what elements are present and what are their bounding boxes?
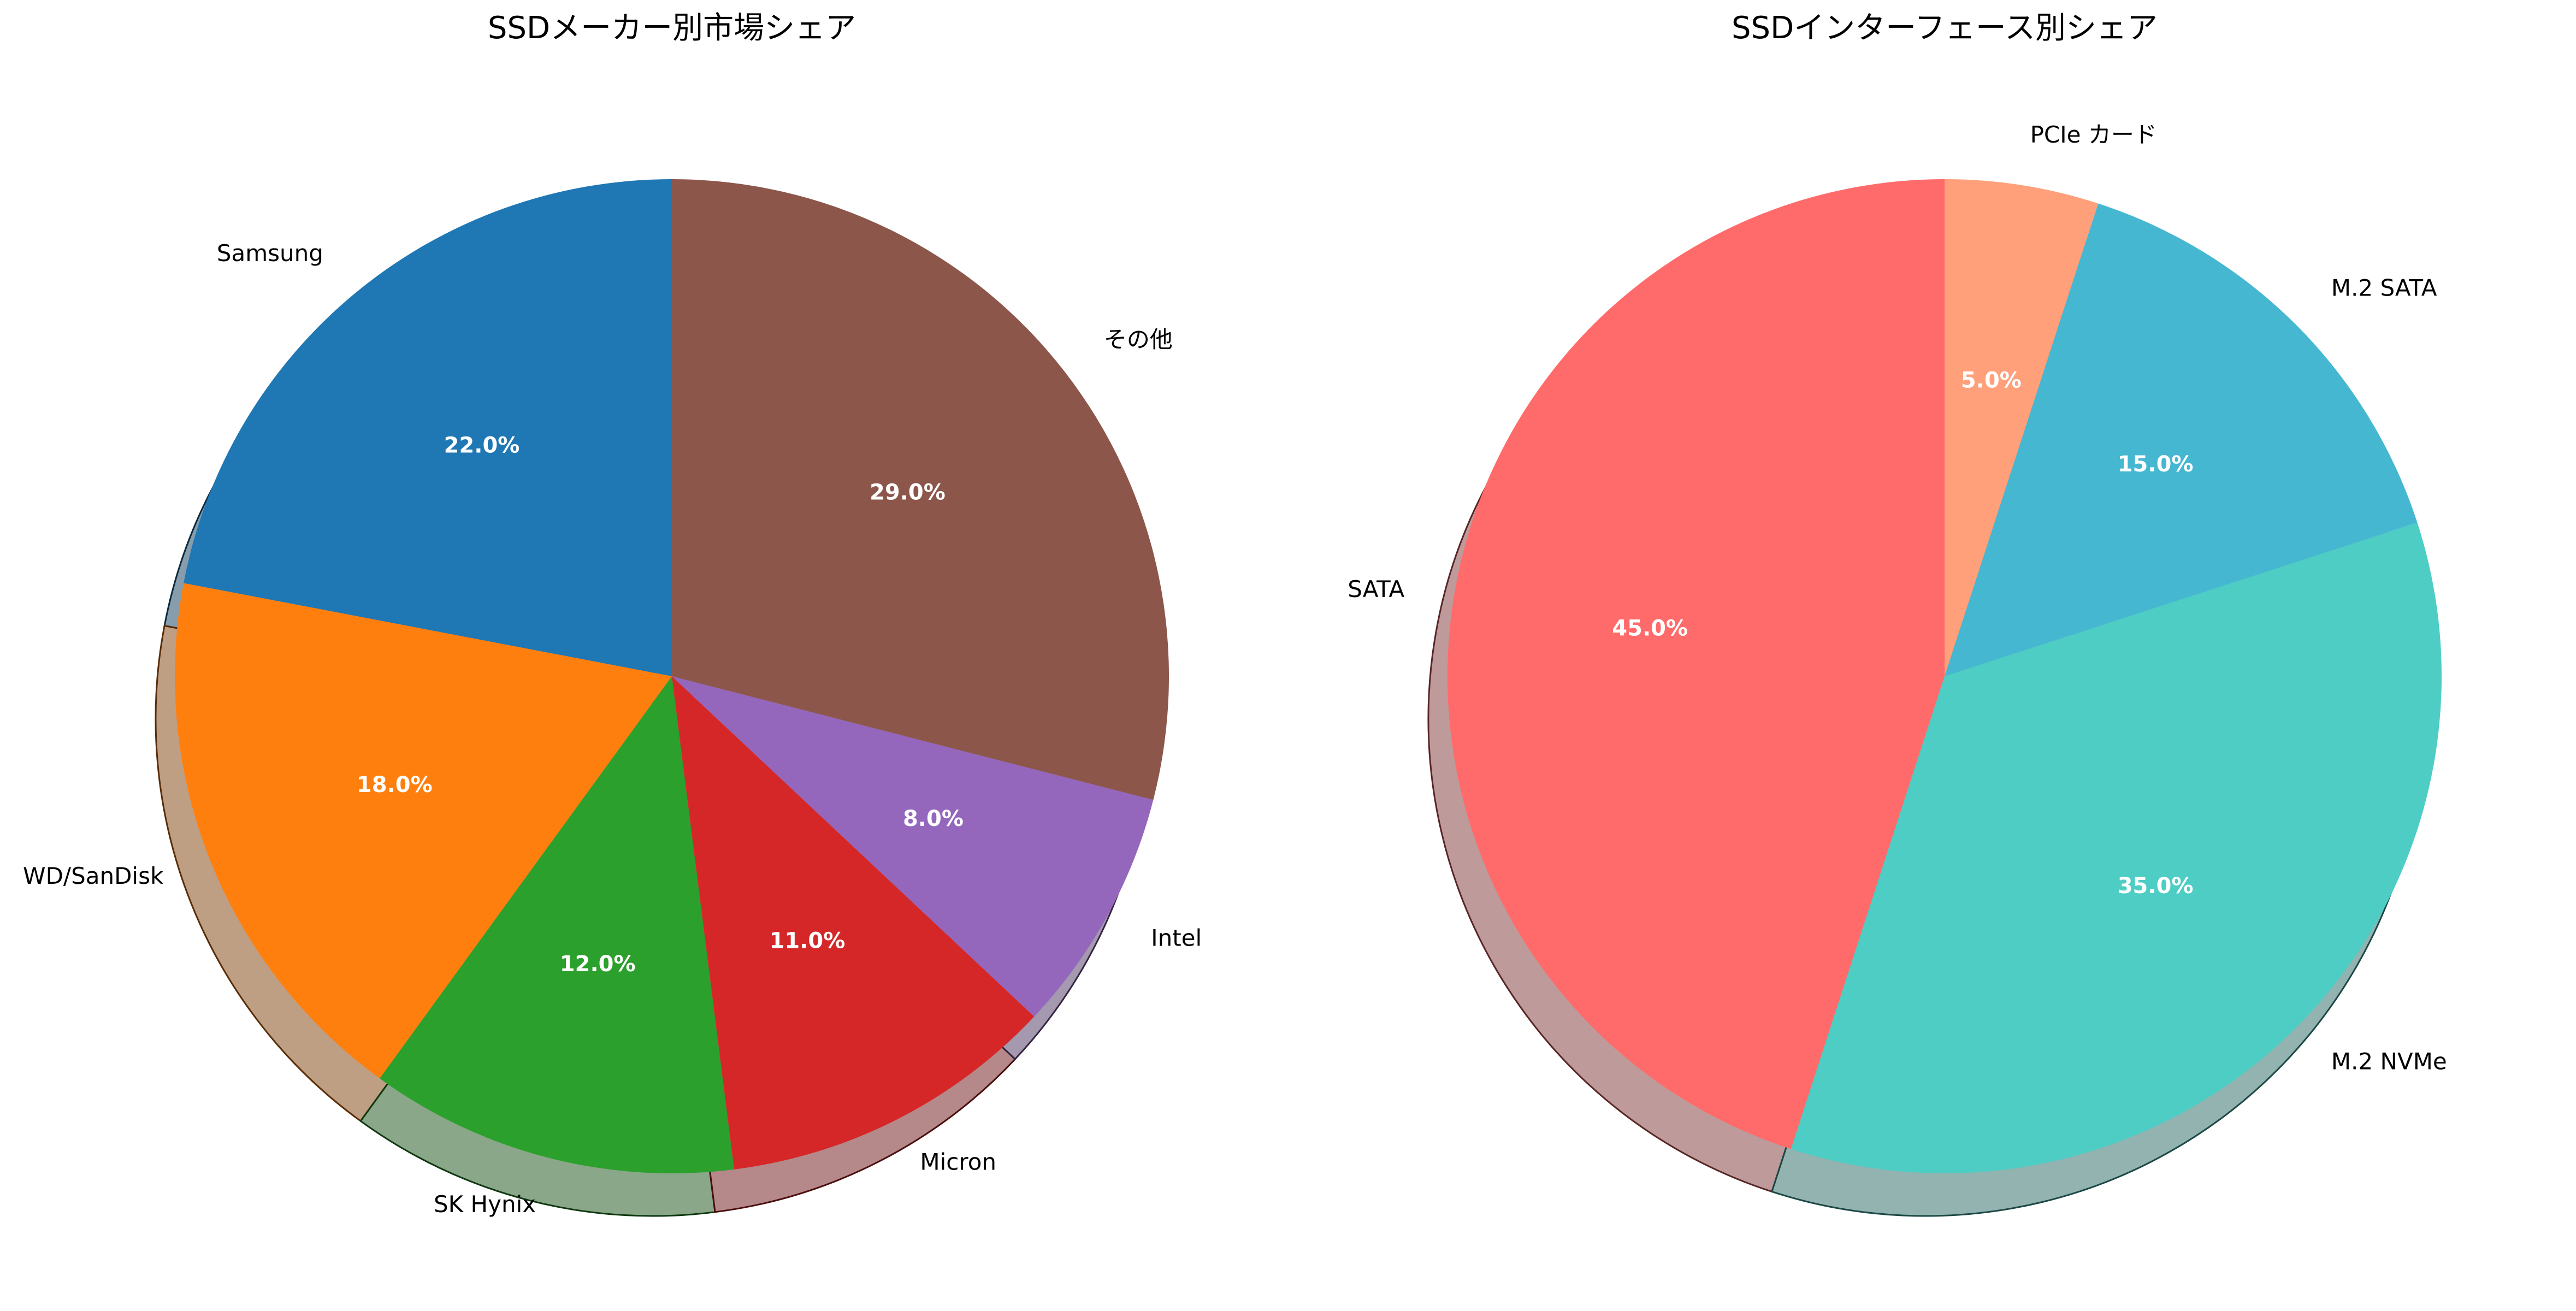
slice-label-wd-sandisk: WD/SanDisk <box>23 863 164 889</box>
slice-percent-samsung: 22.0% <box>444 433 520 458</box>
slice-label-pcie: PCIe カード <box>2030 121 2157 148</box>
slice-percent-other: 29.0% <box>870 480 946 505</box>
slice-label-intel: Intel <box>1151 925 1202 952</box>
pie-label-group: Samsung 22.0% WD/SanDisk 18.0% SK Hynix 12.0%… <box>23 240 1202 1218</box>
pie-chart-maker-share: SSDメーカー別市場シェア Samsung 22.0% WD/SanDisk 18.0… <box>23 10 1202 1218</box>
pie-slice-pcie <box>1945 179 2099 676</box>
slice-label-m-2-sata: M.2 SATA <box>2331 275 2437 302</box>
pie-slice-m-2-nvme <box>1791 522 2442 1174</box>
pie-slice-group <box>175 179 1169 1173</box>
slice-percent-sk-hynix: 12.0% <box>560 952 636 977</box>
pie-slice-samsung <box>184 179 672 676</box>
slice-percent-m-2-nvme: 35.0% <box>2118 873 2194 899</box>
slice-percent-m-2-sata: 15.0% <box>2118 452 2194 477</box>
slice-label-samsung: Samsung <box>217 240 323 267</box>
pie-slice-sata <box>1447 179 1945 1149</box>
chart-title: SSDインターフェース別シェア <box>1732 10 2158 46</box>
pie-slice-other <box>672 179 1169 800</box>
pie-slice-sk-hynix <box>380 676 735 1173</box>
slice-percent-pcie: 5.0% <box>1961 368 2022 393</box>
pie-slice-wd-sandisk <box>175 583 672 1079</box>
pie-slice-group <box>1447 179 2442 1174</box>
slice-percent-intel: 8.0% <box>903 806 964 831</box>
pie-slice-intel <box>672 676 1154 1017</box>
slice-percent-micron: 11.0% <box>770 929 846 954</box>
slice-label-m-2-nvme: M.2 NVMe <box>2331 1048 2447 1074</box>
chart-title: SSDメーカー別市場シェア <box>488 10 856 46</box>
slice-label-sk-hynix: SK Hynix <box>434 1191 536 1218</box>
slice-label-sata: SATA <box>1348 576 1404 603</box>
pie-label-group: SATA 45.0% M.2 NVMe 35.0% M.2 SATA 15.0% PCIe … <box>1348 121 2447 1075</box>
pie-chart-interface-share: SSDインターフェース別シェア SATA 45.0% M.2 NVMe 35.0% M.… <box>1348 10 2447 1217</box>
slice-label-micron: Micron <box>920 1148 996 1175</box>
slice-percent-sata: 45.0% <box>1612 616 1688 641</box>
pie-slice-micron <box>672 676 1035 1170</box>
pie-slice-m-2-sata <box>1945 203 2418 676</box>
slice-label-other: その他 <box>1104 326 1173 353</box>
slice-percent-wd-sandisk: 18.0% <box>357 772 433 798</box>
